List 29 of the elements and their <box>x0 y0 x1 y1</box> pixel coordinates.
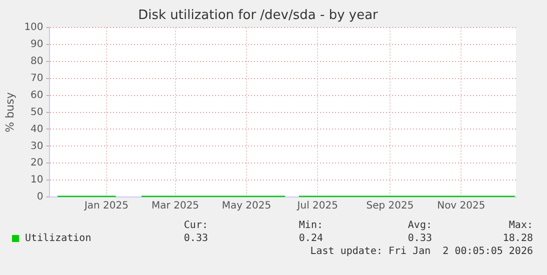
y-tick-label: 90 <box>30 39 44 50</box>
y-tick-label: 10 <box>30 174 44 186</box>
legend-label: Utilization <box>25 233 92 244</box>
text: Avg: <box>408 220 432 231</box>
y-tick-label: 70 <box>30 73 44 84</box>
x-tick-label: Sep 2025 <box>366 200 414 212</box>
x-tick-label: Jan 2025 <box>83 200 128 212</box>
text: 18.28 <box>502 233 533 244</box>
y-tick-label: 20 <box>30 158 44 169</box>
y-tick-label: 30 <box>30 140 44 152</box>
chart-title: Disk utilization for /dev/sda - by year <box>138 8 379 24</box>
text: 0.33 <box>408 233 432 244</box>
y-tick-label: 80 <box>30 56 44 68</box>
text: Min: <box>298 220 323 231</box>
text: Max: <box>508 220 533 231</box>
y-tick-label: 50 <box>30 106 44 118</box>
text: Last update: Fri Jan 2 00:05:05 2026 <box>310 246 533 257</box>
text: 0.33 <box>184 233 208 244</box>
y-tick-label: 60 <box>30 90 44 101</box>
text: Cur: <box>184 220 208 231</box>
x-tick-label: Jul 2025 <box>296 200 338 212</box>
x-tick-label: Nov 2025 <box>437 200 486 212</box>
y-tick-label: 100 <box>24 22 44 34</box>
y-tick-label: 40 <box>30 124 44 135</box>
y-axis-title: % busy <box>3 92 16 132</box>
y-tick-label: 0 <box>36 192 44 203</box>
text: 0.24 <box>298 233 323 244</box>
x-tick-label: May 2025 <box>222 200 272 212</box>
x-tick-label: Mar 2025 <box>152 200 200 212</box>
